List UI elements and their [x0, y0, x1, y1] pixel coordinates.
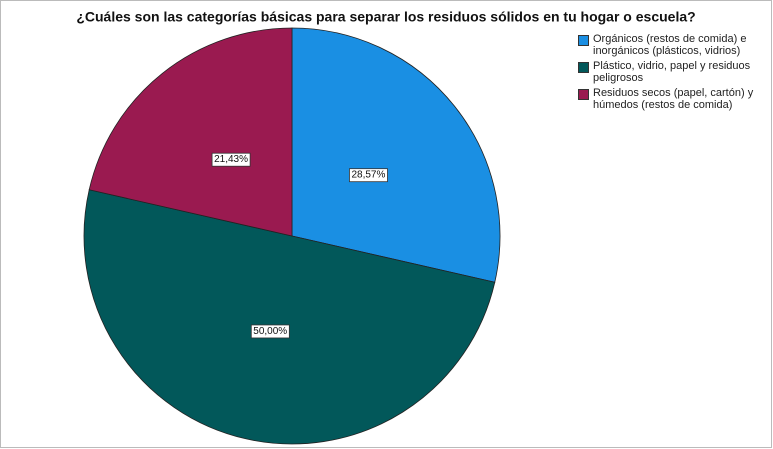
legend-swatch: [578, 62, 589, 73]
legend-item: Residuos secos (papel, cartón) y húmedos…: [578, 87, 768, 111]
legend-swatch: [578, 35, 589, 46]
data-label: 28,57%: [351, 170, 385, 181]
pie-slice: [83, 189, 496, 445]
legend: Orgánicos (restos de comida) e inorgánic…: [578, 33, 768, 114]
data-label: 50,00%: [253, 326, 287, 337]
legend-label: Residuos secos (papel, cartón) y húmedos…: [593, 87, 754, 111]
pie-slice: [88, 27, 293, 237]
data-label-box: [211, 152, 251, 167]
chart-title: ¿Cuáles son las categorías básicas para …: [76, 9, 695, 25]
legend-item: Plástico, vidrio, papel y residuos pelig…: [578, 60, 768, 84]
data-label: 21,43%: [214, 154, 248, 165]
legend-label: Plástico, vidrio, papel y residuos pelig…: [593, 60, 751, 84]
legend-swatch: [578, 89, 589, 100]
data-label-box: [250, 324, 290, 339]
pie-slice: [291, 27, 501, 283]
data-label-box: [349, 168, 388, 183]
legend-item: Orgánicos (restos de comida) e inorgánic…: [578, 33, 768, 57]
legend-label: Orgánicos (restos de comida) e inorgánic…: [593, 33, 747, 57]
